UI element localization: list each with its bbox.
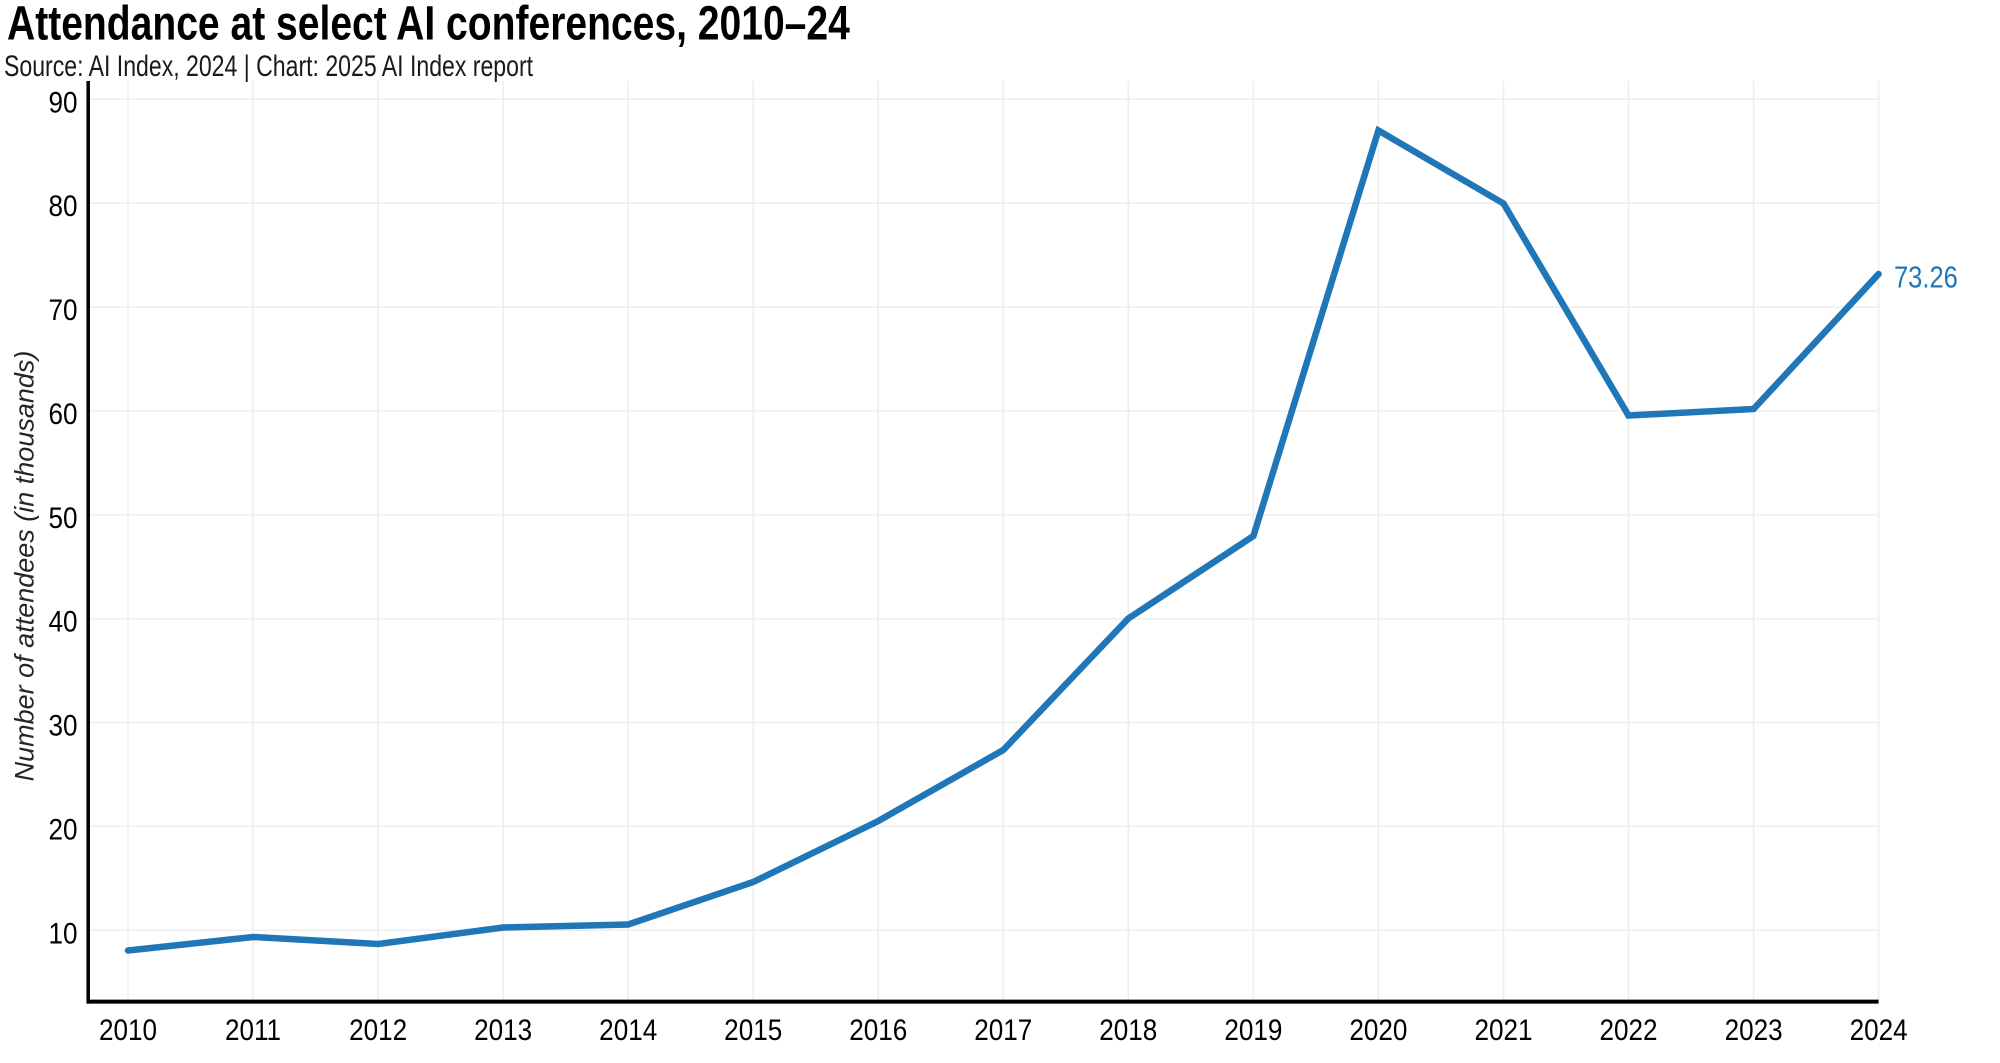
svg-text:30: 30	[48, 709, 77, 742]
svg-text:60: 60	[48, 397, 77, 430]
svg-text:73.26: 73.26	[1894, 260, 1958, 295]
svg-text:Number of attendees (in thousa: Number of attendees (in thousands)	[10, 351, 40, 782]
svg-text:Attendance at select AI confer: Attendance at select AI conferences, 201…	[7, 0, 850, 50]
svg-text:2016: 2016	[849, 1013, 907, 1046]
svg-text:2023: 2023	[1725, 1013, 1783, 1046]
svg-text:2015: 2015	[724, 1013, 782, 1046]
svg-text:50: 50	[48, 501, 77, 534]
svg-text:2017: 2017	[974, 1013, 1032, 1046]
svg-text:40: 40	[48, 605, 77, 638]
svg-text:Source: AI Index, 2024 | Chart: Source: AI Index, 2024 | Chart: 2025 AI …	[4, 49, 534, 83]
svg-text:2010: 2010	[99, 1013, 157, 1046]
svg-text:2020: 2020	[1349, 1013, 1407, 1046]
svg-text:2018: 2018	[1099, 1013, 1157, 1046]
svg-text:70: 70	[48, 293, 77, 326]
svg-text:2019: 2019	[1224, 1013, 1282, 1046]
svg-text:90: 90	[48, 86, 77, 119]
svg-text:2012: 2012	[349, 1013, 407, 1046]
svg-text:2024: 2024	[1850, 1013, 1908, 1046]
svg-text:10: 10	[48, 917, 77, 950]
svg-text:2021: 2021	[1474, 1013, 1532, 1046]
svg-text:2013: 2013	[474, 1013, 532, 1046]
svg-text:2014: 2014	[599, 1013, 657, 1046]
svg-text:20: 20	[48, 813, 77, 846]
svg-text:80: 80	[48, 190, 77, 223]
svg-text:2022: 2022	[1599, 1013, 1657, 1046]
svg-text:2011: 2011	[225, 1013, 281, 1046]
